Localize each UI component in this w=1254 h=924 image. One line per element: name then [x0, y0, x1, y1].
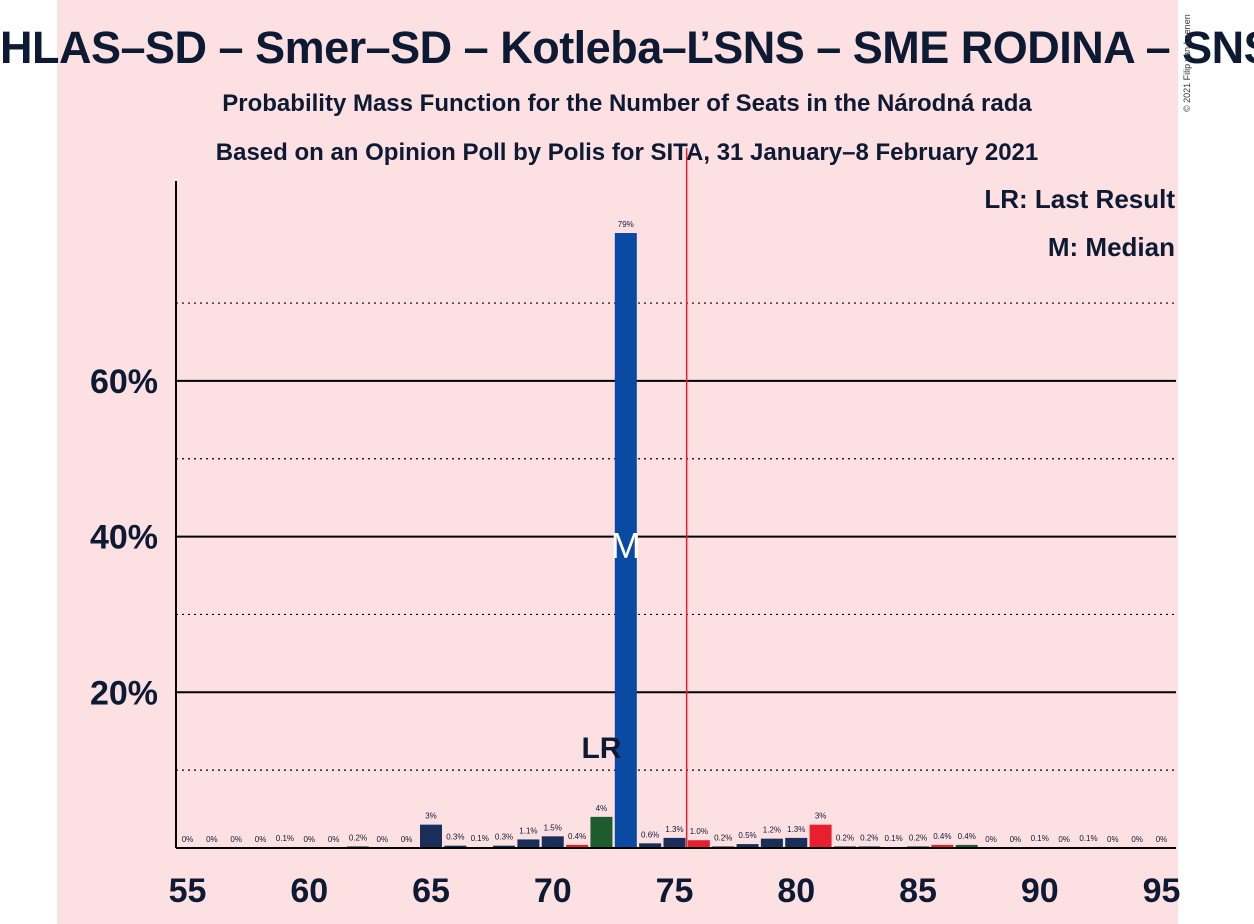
- x-tick-label: 70: [534, 872, 572, 910]
- y-tick-label: 40%: [90, 519, 158, 557]
- x-tick-label: 55: [169, 872, 207, 910]
- data-label: 0.4%: [933, 832, 951, 841]
- data-label: 0%: [182, 835, 194, 844]
- data-label: 0.2%: [714, 833, 732, 842]
- data-label: 1.3%: [665, 825, 683, 834]
- data-label: 0.2%: [836, 833, 854, 842]
- bar-seat-68: [493, 845, 516, 848]
- data-label: 0.1%: [471, 834, 489, 843]
- bar-seat-74: [639, 843, 662, 848]
- chart-title: HLAS–SD – Smer–SD – Kotleba–ĽSNS – SME R…: [0, 22, 1254, 73]
- data-label: 0.1%: [276, 834, 294, 843]
- bar-seat-76: [687, 840, 710, 848]
- data-label: 0%: [328, 835, 340, 844]
- data-label: 0.2%: [349, 833, 367, 842]
- data-label: 0%: [206, 835, 218, 844]
- x-tick-label: 95: [1143, 872, 1181, 910]
- bar-seat-81: [809, 824, 832, 848]
- bar-seat-69: [517, 839, 540, 848]
- data-label: 1.3%: [787, 825, 805, 834]
- data-label: 0%: [377, 835, 389, 844]
- data-label: 0%: [1131, 835, 1143, 844]
- bar-seat-78: [736, 844, 759, 848]
- x-tick-label: 80: [777, 872, 815, 910]
- data-label: 0.1%: [1031, 834, 1049, 843]
- data-label: 0.1%: [1079, 834, 1097, 843]
- chart-source-line: Based on an Opinion Poll by Polis for SI…: [215, 139, 1039, 166]
- data-label: 0%: [230, 835, 242, 844]
- bar-seat-87: [955, 844, 978, 848]
- data-label: 79%: [618, 220, 634, 229]
- data-label: 3%: [425, 812, 437, 821]
- bar-seat-66: [444, 845, 467, 848]
- data-label: 0%: [1107, 835, 1119, 844]
- data-label: 0.4%: [958, 832, 976, 841]
- y-tick-label: 60%: [90, 363, 158, 401]
- data-label: 1.1%: [519, 826, 537, 835]
- x-tick-label: 60: [290, 872, 328, 910]
- data-label: 0%: [1010, 835, 1022, 844]
- bar-seat-71: [566, 844, 589, 848]
- chart-subtitle: Probability Mass Function for the Number…: [222, 90, 1032, 117]
- y-tick-label: 20%: [90, 674, 158, 712]
- data-label: 0.1%: [885, 834, 903, 843]
- data-label: 1.5%: [544, 823, 562, 832]
- data-label: 0.6%: [641, 830, 659, 839]
- bar-seat-75: [663, 837, 686, 848]
- data-label: 3%: [815, 812, 827, 821]
- bar-seat-79: [760, 838, 783, 848]
- data-label: 0%: [1156, 835, 1168, 844]
- bar-seat-80: [785, 837, 808, 848]
- data-label: 0.3%: [446, 833, 464, 842]
- x-tick-label: 90: [1021, 872, 1059, 910]
- data-label: 0%: [985, 835, 997, 844]
- bar-seat-73: [614, 233, 637, 848]
- last-result-marker: LR: [581, 732, 621, 765]
- bar-seat-65: [420, 824, 442, 848]
- legend-median: M: Median: [1047, 232, 1175, 262]
- bar-seat-72: [590, 816, 613, 848]
- data-label: 0%: [255, 835, 267, 844]
- data-label: 0%: [401, 835, 413, 844]
- bar-seat-86: [931, 844, 954, 848]
- x-tick-label: 75: [656, 872, 694, 910]
- data-label: 1.2%: [763, 826, 781, 835]
- data-label: 0.3%: [495, 833, 513, 842]
- data-label: 0.2%: [860, 833, 878, 842]
- data-label: 0.4%: [568, 832, 586, 841]
- data-label: 4%: [596, 804, 608, 813]
- x-tick-label: 85: [899, 872, 937, 910]
- median-marker: M: [611, 525, 641, 566]
- data-label: 0%: [1058, 835, 1070, 844]
- x-tick-label: 65: [412, 872, 450, 910]
- legend-last-result: LR: Last Result: [984, 184, 1175, 214]
- data-label: 0.2%: [909, 833, 927, 842]
- data-label: 1.0%: [690, 827, 708, 836]
- data-label: 0.5%: [738, 831, 756, 840]
- data-label: 0%: [303, 835, 315, 844]
- bar-seat-70: [541, 836, 564, 848]
